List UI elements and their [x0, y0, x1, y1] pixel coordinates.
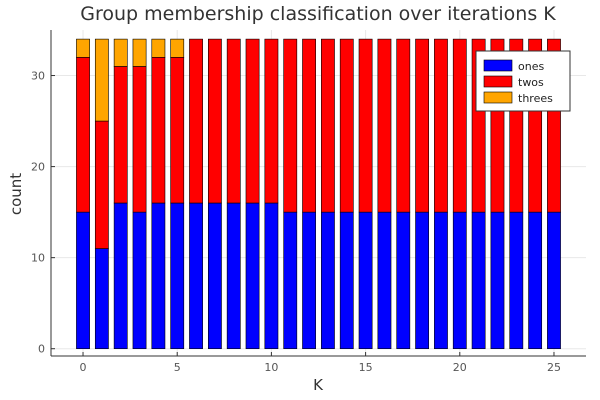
bar-segment-ones	[358, 211, 373, 350]
bar-segment-twos	[76, 57, 90, 213]
bar-segment-ones	[76, 211, 90, 350]
bar-segment-threes	[132, 38, 147, 67]
y-tick-label: 10	[31, 252, 45, 265]
x-tick-label: 20	[453, 361, 467, 374]
axes	[50, 30, 586, 357]
bar-segment-ones	[94, 248, 109, 350]
y-tick-label: 20	[31, 161, 45, 174]
bar-segment-ones	[264, 202, 279, 350]
tick-labels: 0 5 10 15 20 25 0 10 20 30	[31, 70, 561, 374]
x-tick-label: 10	[264, 361, 278, 374]
bar-segment-twos	[434, 38, 448, 213]
bar-segment-twos	[189, 38, 203, 204]
bar-segment-twos	[283, 38, 298, 213]
bar-segment-ones	[226, 202, 241, 350]
bar-segment-ones	[189, 202, 203, 350]
bar-segment-ones	[434, 211, 448, 350]
x-axis-label: K	[313, 376, 324, 394]
bars-layer	[76, 38, 561, 350]
legend: ones twos threes	[475, 50, 571, 112]
bar-segment-threes	[76, 38, 90, 58]
bar-segment-twos	[151, 57, 166, 204]
bar-segment-twos	[207, 38, 222, 204]
bar-segment-ones	[113, 202, 128, 350]
bar-segment-twos	[358, 38, 373, 213]
bar-segment-twos	[132, 66, 147, 213]
bar-segment-threes	[94, 38, 109, 122]
bar-segment-ones	[321, 211, 335, 350]
bar-segment-twos	[302, 38, 316, 213]
chart-title: Group membership classification over ite…	[80, 3, 556, 25]
legend-label-threes: threes	[518, 92, 553, 105]
bar-segment-ones	[245, 202, 260, 350]
legend-label-twos: twos	[518, 76, 544, 89]
legend-swatch-ones	[483, 59, 513, 72]
bar-segment-ones	[415, 211, 430, 350]
legend-swatch-threes	[483, 91, 513, 104]
y-axis-label: count	[7, 173, 25, 215]
bar-segment-twos	[396, 38, 411, 213]
x-tick-label: 0	[80, 361, 87, 374]
bar-segment-twos	[226, 38, 241, 204]
bar-segment-ones	[547, 211, 561, 350]
bar-segment-twos	[113, 66, 128, 204]
bar-segment-ones	[283, 211, 298, 350]
y-tick-label: 30	[31, 70, 45, 83]
bar-segment-ones	[302, 211, 316, 350]
bar-segment-ones	[170, 202, 185, 350]
bar-segment-ones	[377, 211, 392, 350]
bar-segment-ones	[528, 211, 543, 350]
bar-segment-ones	[132, 211, 147, 350]
bar-segment-twos	[245, 38, 260, 204]
legend-swatch-twos	[483, 75, 513, 88]
bar-segment-ones	[509, 211, 524, 350]
bar-segment-ones	[452, 211, 467, 350]
bar-segment-threes	[170, 38, 185, 58]
bar-segment-ones	[207, 202, 222, 350]
bar-segment-twos	[170, 57, 185, 204]
bar-segment-twos	[415, 38, 430, 213]
bar-segment-ones	[339, 211, 354, 350]
bar-segment-twos	[94, 120, 109, 249]
x-tick-label: 15	[359, 361, 373, 374]
legend-label-ones: ones	[518, 60, 544, 73]
bar-segment-ones	[471, 211, 486, 350]
x-tick-label: 5	[174, 361, 181, 374]
bar-segment-twos	[452, 38, 467, 213]
bar-segment-ones	[396, 211, 411, 350]
bar-segment-twos	[321, 38, 335, 213]
bar-segment-threes	[113, 38, 128, 67]
bar-segment-twos	[377, 38, 392, 213]
y-tick-label: 0	[38, 343, 45, 356]
bar-segment-twos	[339, 38, 354, 213]
bar-segment-threes	[151, 38, 166, 58]
x-tick-label: 25	[547, 361, 561, 374]
bar-segment-twos	[264, 38, 279, 204]
bar-segment-ones	[490, 211, 505, 350]
bar-segment-ones	[151, 202, 166, 350]
